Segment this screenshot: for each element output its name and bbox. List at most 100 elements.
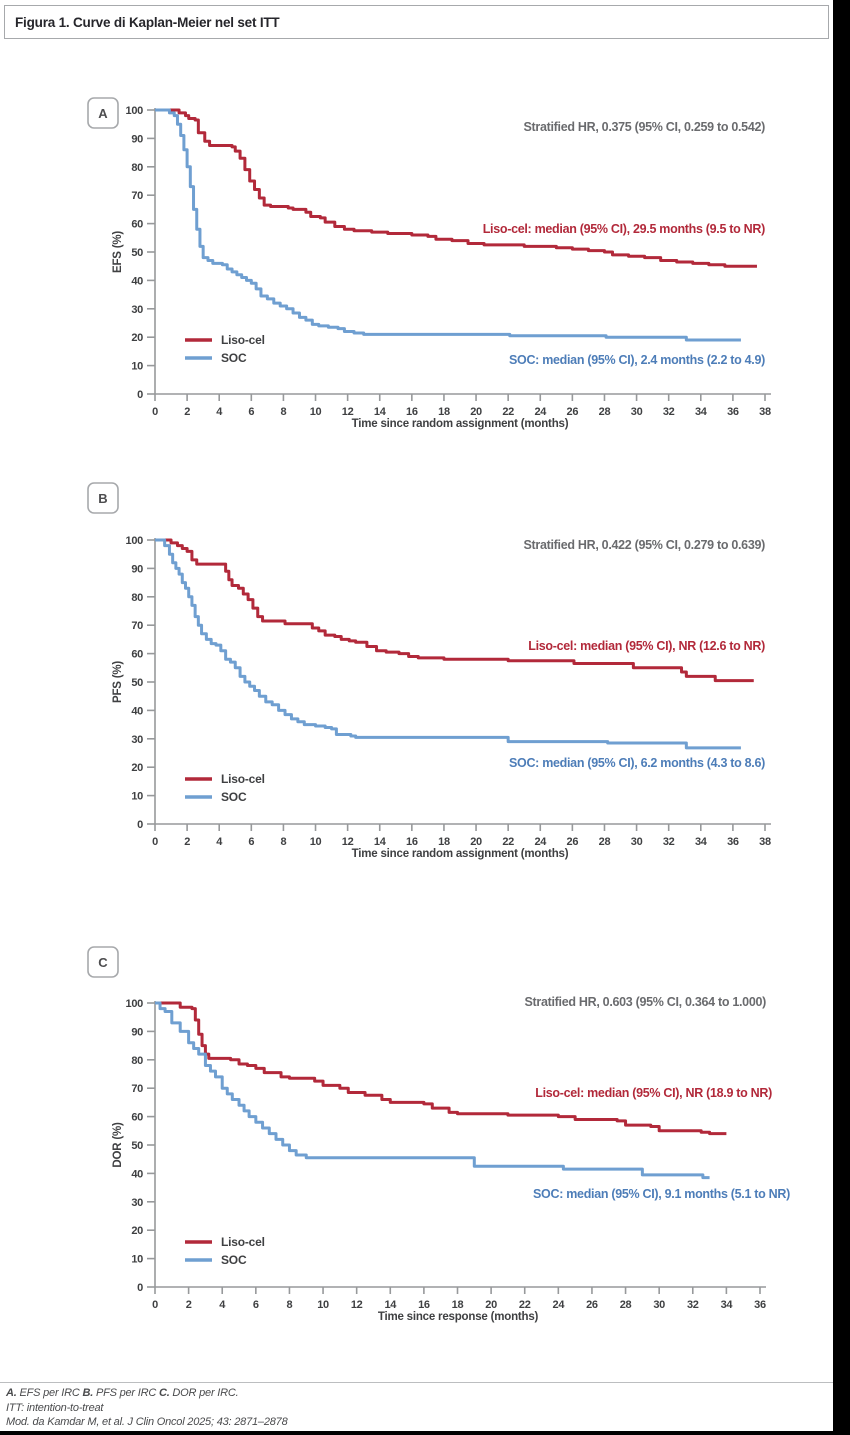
panel-b-legend: Liso-cel SOC: [185, 772, 265, 804]
svg-text:30: 30: [631, 406, 643, 418]
svg-text:20: 20: [470, 406, 482, 418]
svg-text:32: 32: [663, 836, 675, 848]
svg-text:34: 34: [695, 406, 708, 418]
figure-title-bar: Figura 1. Curve di Kaplan-Meier nel set …: [4, 5, 829, 39]
footnote-citation: Mod. da Kamdar M, et al. J Clin Oncol 20…: [6, 1416, 288, 1428]
svg-text:14: 14: [374, 836, 387, 848]
svg-text:16: 16: [406, 836, 418, 848]
svg-text:18: 18: [438, 836, 450, 848]
svg-text:60: 60: [131, 1112, 143, 1124]
panel-c-hr-annotation: Stratified HR, 0.603 (95% CI, 0.364 to 1…: [525, 995, 767, 1009]
svg-text:36: 36: [727, 836, 739, 848]
svg-text:30: 30: [631, 836, 643, 848]
svg-text:20: 20: [131, 762, 143, 774]
svg-text:28: 28: [620, 1299, 632, 1311]
footnote-panel-definitions: A. EFS per IRC B. PFS per IRC C. DOR per…: [6, 1387, 239, 1399]
svg-text:80: 80: [131, 162, 143, 174]
svg-text:26: 26: [567, 836, 579, 848]
svg-text:38: 38: [759, 836, 771, 848]
svg-text:80: 80: [131, 1055, 143, 1067]
svg-text:12: 12: [342, 836, 354, 848]
svg-text:10: 10: [131, 361, 143, 373]
footer-separator: [0, 1382, 833, 1383]
svg-text:12: 12: [351, 1299, 363, 1311]
svg-text:80: 80: [131, 592, 143, 604]
figure-content: Figura 1. Curve di Kaplan-Meier nel set …: [0, 0, 833, 1431]
svg-text:0: 0: [137, 389, 143, 401]
svg-text:100: 100: [126, 998, 144, 1010]
svg-text:20: 20: [131, 1225, 143, 1237]
svg-text:0: 0: [137, 819, 143, 831]
svg-text:6: 6: [248, 836, 254, 848]
svg-text:70: 70: [131, 190, 143, 202]
legend-soc-label: SOC: [221, 351, 247, 365]
panel-a-lisocel-annotation: Liso-cel: median (95% CI), 29.5 months (…: [483, 222, 765, 236]
svg-text:10: 10: [310, 836, 322, 848]
panel-c-letter: C: [98, 955, 108, 970]
svg-text:24: 24: [553, 1299, 566, 1311]
svg-text:16: 16: [418, 1299, 430, 1311]
svg-text:70: 70: [131, 620, 143, 632]
legend-lisocel-label: Liso-cel: [221, 333, 265, 347]
svg-text:10: 10: [131, 791, 143, 803]
svg-text:22: 22: [519, 1299, 531, 1311]
svg-text:60: 60: [131, 219, 143, 231]
svg-text:40: 40: [131, 1168, 143, 1180]
svg-text:8: 8: [287, 1299, 293, 1311]
svg-text:40: 40: [131, 705, 143, 717]
legend-soc-label: SOC: [221, 1253, 247, 1267]
svg-text:36: 36: [727, 406, 739, 418]
panel-b-y-axis-label: PFS (%): [112, 661, 124, 703]
svg-text:30: 30: [131, 734, 143, 746]
svg-text:50: 50: [131, 677, 143, 689]
svg-text:32: 32: [687, 1299, 699, 1311]
footnote-itt-definition: ITT: intention-to-treat: [6, 1401, 104, 1414]
svg-text:26: 26: [586, 1299, 598, 1311]
svg-text:18: 18: [438, 406, 450, 418]
svg-text:24: 24: [534, 836, 547, 848]
svg-text:20: 20: [485, 1299, 497, 1311]
svg-text:10: 10: [131, 1254, 143, 1266]
svg-text:50: 50: [131, 1140, 143, 1152]
svg-text:14: 14: [374, 406, 387, 418]
svg-text:10: 10: [310, 406, 322, 418]
panel-a-y-axis-label: EFS (%): [112, 231, 124, 273]
svg-text:90: 90: [131, 563, 143, 575]
svg-text:4: 4: [219, 1299, 226, 1311]
svg-text:18: 18: [452, 1299, 464, 1311]
panel-c-x-axis-label: Time since response (months): [378, 1311, 539, 1323]
svg-text:6: 6: [253, 1299, 259, 1311]
svg-text:12: 12: [342, 406, 354, 418]
svg-text:22: 22: [502, 406, 514, 418]
panel-c-legend: Liso-cel SOC: [185, 1235, 265, 1267]
panel-c-soc-annotation: SOC: median (95% CI), 9.1 months (5.1 to…: [533, 1187, 790, 1201]
figure-footnotes: A. EFS per IRC B. PFS per IRC C. DOR per…: [6, 1386, 826, 1430]
svg-text:32: 32: [663, 406, 675, 418]
svg-text:2: 2: [184, 406, 190, 418]
panel-a-x-axis-label: Time since random assignment (months): [352, 418, 569, 430]
panel-a-label-box: [87, 97, 119, 129]
svg-text:22: 22: [502, 836, 514, 848]
figure-title: Figura 1. Curve di Kaplan-Meier nel set …: [15, 14, 280, 30]
svg-text:2: 2: [186, 1299, 192, 1311]
svg-text:24: 24: [534, 406, 547, 418]
svg-text:34: 34: [721, 1299, 734, 1311]
panel-a-letter: A: [98, 106, 108, 121]
panel-c-y-axis-label: DOR (%): [112, 1122, 124, 1168]
svg-text:0: 0: [152, 406, 158, 418]
svg-text:30: 30: [653, 1299, 665, 1311]
svg-text:30: 30: [131, 304, 143, 316]
svg-text:0: 0: [152, 836, 158, 848]
legend-soc-label: SOC: [221, 790, 247, 804]
svg-text:16: 16: [406, 406, 418, 418]
legend-lisocel-label: Liso-cel: [221, 772, 265, 786]
svg-text:50: 50: [131, 247, 143, 259]
panel-b-letter: B: [98, 491, 107, 506]
svg-text:28: 28: [599, 836, 611, 848]
